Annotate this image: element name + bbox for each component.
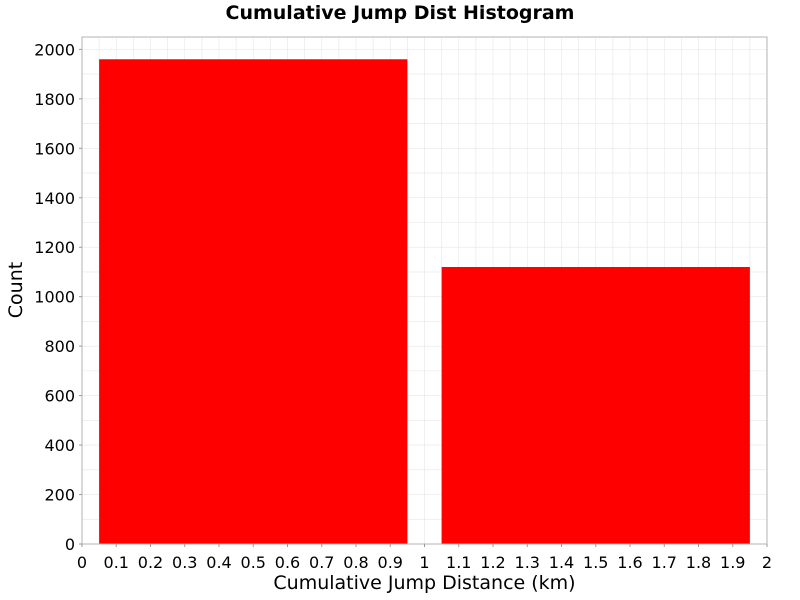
x-tick-label: 1.8 [686, 553, 711, 572]
x-tick-label: 0.7 [309, 553, 334, 572]
x-tick-label: 0.8 [343, 553, 368, 572]
y-tick-label: 2000 [34, 40, 75, 59]
x-tick-label: 1.6 [617, 553, 642, 572]
y-tick-label: 600 [44, 387, 75, 406]
x-tick-label: 1.1 [446, 553, 471, 572]
x-tick-label: 1.9 [720, 553, 745, 572]
x-tick-label: 0.2 [138, 553, 163, 572]
x-tick-label: 0.1 [104, 553, 129, 572]
x-tick-label: 2 [762, 553, 772, 572]
x-tick-label: 1.5 [583, 553, 608, 572]
chart-title: Cumulative Jump Dist Histogram [225, 2, 575, 24]
x-tick-label: 0.3 [172, 553, 197, 572]
bars [99, 59, 750, 544]
y-tick-label: 800 [44, 337, 75, 356]
y-axis-label: Count [5, 261, 27, 319]
histogram-bar-1 [99, 59, 408, 544]
x-tick-label: 0.9 [378, 553, 403, 572]
x-tick-label: 1.7 [652, 553, 677, 572]
y-tick-label: 400 [44, 436, 75, 455]
y-tick-label: 200 [44, 486, 75, 505]
x-tick-label: 0 [77, 553, 87, 572]
y-tick-label: 0 [65, 535, 75, 554]
y-tick-label: 1800 [34, 90, 75, 109]
x-tick-label: 1.3 [515, 553, 540, 572]
y-tick-label: 1400 [34, 189, 75, 208]
y-tick-label: 1200 [34, 238, 75, 257]
x-tick-label: 0.6 [275, 553, 300, 572]
y-tick-label: 1600 [34, 139, 75, 158]
y-axis-ticks: 0 200 400 600 800 1000 1200 1400 1600 1800 2000 [34, 40, 82, 554]
x-axis-ticks: 0 0.1 0.2 0.3 0.4 0.5 0.6 0.7 0.8 0.9 1 1.1 1.2 1.3 1.… [77, 544, 772, 572]
histogram-bar-2 [441, 267, 750, 544]
x-tick-label: 1.4 [549, 553, 574, 572]
x-tick-label: 1 [419, 553, 429, 572]
y-tick-label: 1000 [34, 288, 75, 307]
x-tick-label: 0.5 [241, 553, 266, 572]
x-axis-label: Cumulative Jump Distance (km) [273, 572, 576, 594]
x-tick-label: 1.2 [480, 553, 505, 572]
x-tick-label: 0.4 [206, 553, 231, 572]
